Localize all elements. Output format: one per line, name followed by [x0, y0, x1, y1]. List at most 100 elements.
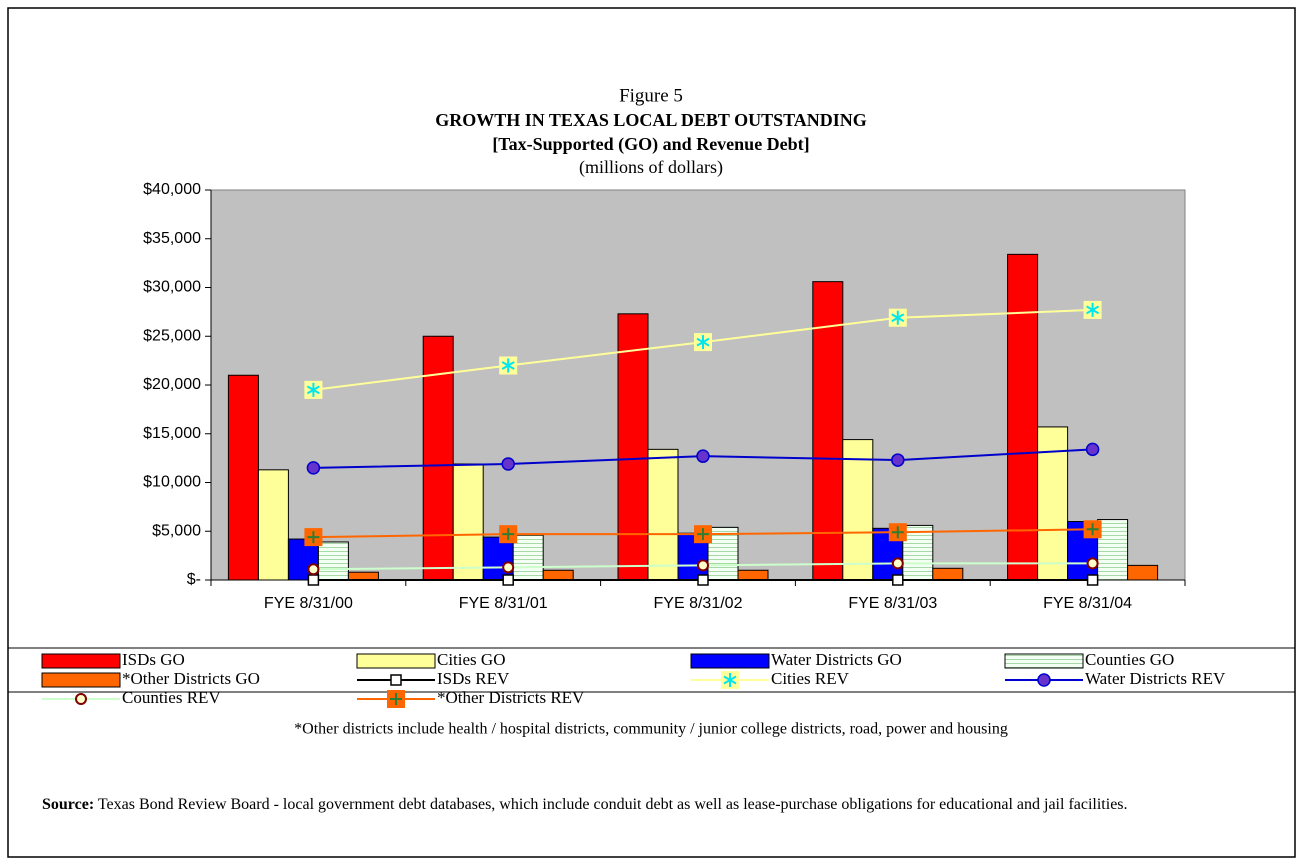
marker [888, 523, 907, 542]
marker [501, 457, 515, 471]
bar [932, 567, 964, 581]
marker-shape [390, 693, 402, 705]
bar [1037, 426, 1069, 581]
bar [707, 526, 739, 581]
bar [542, 569, 574, 581]
marker-shape [1085, 442, 1100, 457]
marker [307, 574, 320, 586]
marker-shape [306, 385, 320, 395]
source-label: Source: [42, 796, 95, 813]
x-tick-label: FYE 8/31/03 [848, 595, 937, 612]
legend-label: *Other Districts REV [437, 688, 585, 707]
marker [1085, 442, 1100, 457]
bar [227, 374, 259, 581]
bar [317, 541, 349, 581]
marker-shape [306, 461, 321, 475]
marker-shape [501, 457, 515, 471]
bar [452, 463, 484, 581]
chart-subtitle: [Tax-Supported (GO) and Revenue Debt] [492, 134, 809, 155]
footnote: *Other districts include health / hospit… [294, 721, 1008, 738]
source-text: Texas Bond Review Board - local governme… [97, 796, 1128, 813]
legend-swatch [41, 653, 121, 669]
marker [696, 449, 710, 463]
legend-swatch [690, 653, 770, 669]
y-tick-label: $- [187, 571, 201, 588]
marker-shape [723, 675, 737, 685]
x-tick-label: FYE 8/31/04 [1043, 595, 1132, 612]
marker [721, 671, 739, 689]
bar [257, 469, 289, 581]
bar [1127, 564, 1159, 581]
marker-shape [501, 361, 515, 370]
marker-shape [502, 528, 515, 541]
marker-shape [307, 563, 320, 576]
marker [387, 690, 405, 708]
marker [1086, 574, 1099, 586]
marker-shape [75, 693, 87, 705]
legend-swatch [1004, 653, 1084, 669]
y-tick-label: $40,000 [143, 181, 201, 198]
bar [812, 281, 844, 581]
legend-label: Counties GO [1085, 650, 1174, 669]
marker [1083, 520, 1102, 539]
legend-swatch [41, 672, 121, 688]
bar [617, 313, 649, 581]
marker [499, 356, 518, 375]
marker [697, 574, 709, 586]
legend-label: Water Districts GO [771, 650, 902, 669]
marker-shape [696, 337, 710, 347]
marker-shape [697, 528, 709, 541]
marker-shape [502, 574, 514, 586]
bar [482, 536, 514, 581]
marker [1086, 557, 1099, 570]
marker-shape [892, 574, 904, 586]
marker [390, 674, 402, 686]
y-tick-label: $25,000 [143, 327, 201, 344]
y-tick-label: $5,000 [152, 522, 201, 539]
y-tick-label: $35,000 [143, 230, 201, 247]
marker [306, 461, 321, 475]
bar [1097, 519, 1129, 581]
marker-shape [390, 674, 402, 686]
bar [512, 534, 544, 581]
units: (millions of dollars) [579, 157, 723, 178]
legend-label: Counties REV [122, 688, 221, 707]
x-tick-label: FYE 8/31/00 [264, 595, 353, 612]
marker [1083, 300, 1102, 319]
y-tick-label: $20,000 [143, 376, 201, 393]
bar [647, 448, 679, 581]
marker [892, 574, 904, 586]
bar [347, 571, 379, 581]
marker [891, 557, 904, 570]
legend-label: Cities GO [437, 650, 505, 669]
legend-label: *Other Districts GO [122, 669, 260, 688]
bar [902, 524, 934, 581]
marker-shape [891, 453, 905, 467]
marker-shape [891, 526, 904, 539]
marker-shape [1037, 673, 1051, 687]
legend-label: ISDs GO [122, 650, 185, 669]
marker-shape [1086, 523, 1099, 536]
x-tick-label: FYE 8/31/01 [459, 595, 548, 612]
marker-shape [307, 574, 320, 586]
chart-subtitle: GROWTH IN TEXAS LOCAL DEBT OUTSTANDING [435, 110, 867, 130]
bar [842, 439, 874, 581]
source: Source: Texas Bond Review Board - local … [42, 792, 1182, 818]
marker-shape [1086, 305, 1100, 315]
marker-shape [502, 561, 515, 574]
bar [422, 335, 454, 581]
bar [737, 569, 769, 581]
marker [304, 380, 323, 399]
marker-shape [696, 449, 710, 463]
marker [307, 563, 320, 576]
marker-shape [697, 559, 709, 572]
marker-shape [1086, 557, 1099, 570]
y-tick-label: $15,000 [143, 425, 201, 442]
marker [697, 559, 709, 572]
y-tick-label: $10,000 [143, 474, 201, 491]
legend-swatch [356, 653, 436, 669]
marker [891, 453, 905, 467]
y-tick-label: $30,000 [143, 279, 201, 296]
